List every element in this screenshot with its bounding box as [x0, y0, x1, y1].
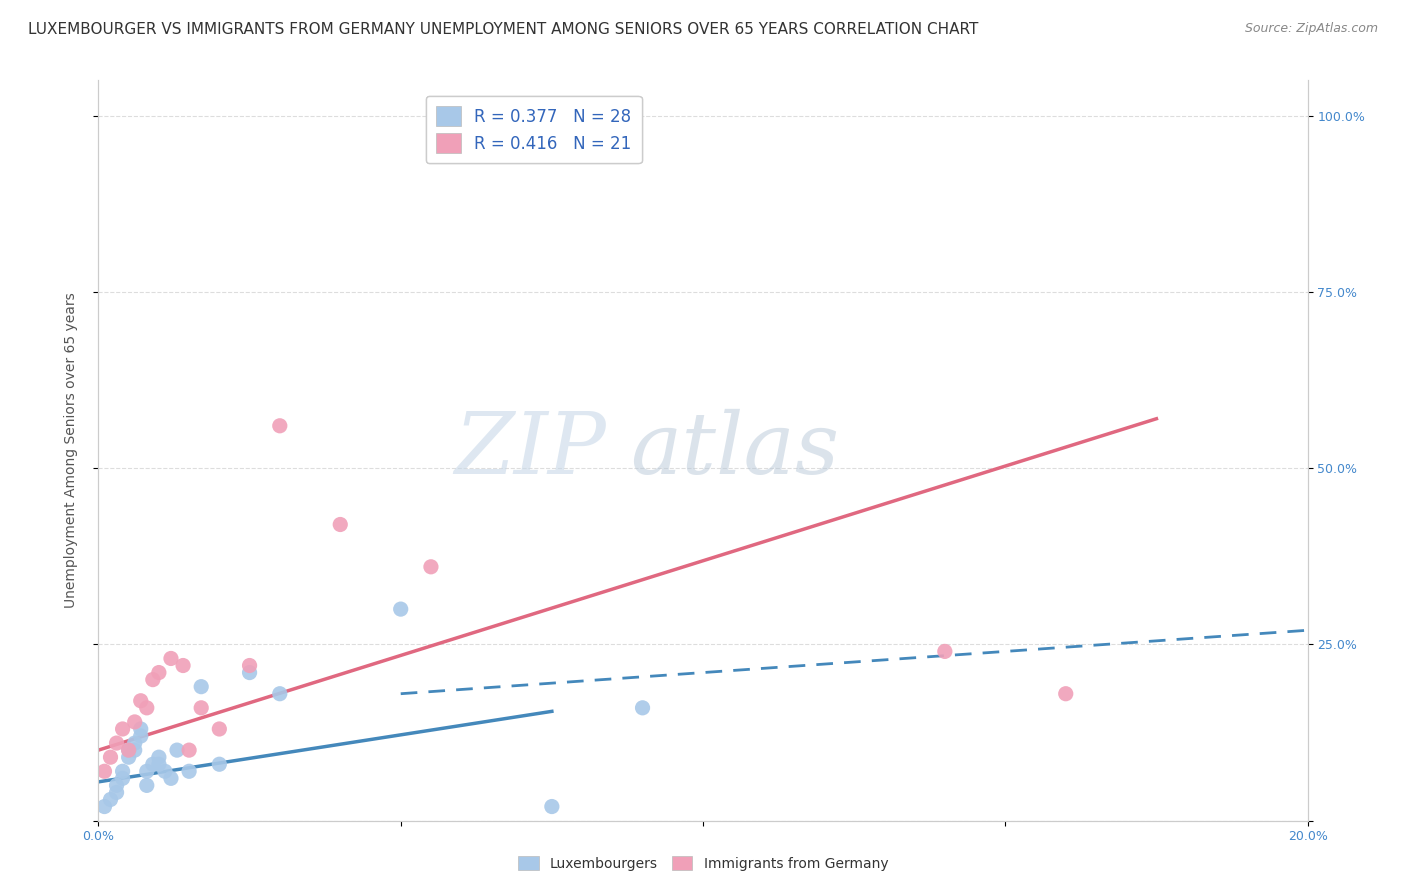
Point — [129, 694, 152, 708]
Point — [269, 418, 291, 433]
Point — [118, 743, 141, 757]
Point — [118, 750, 141, 764]
Point — [135, 701, 157, 715]
Point — [105, 785, 128, 799]
Point — [160, 772, 183, 786]
Text: atlas: atlas — [630, 409, 839, 491]
Point — [124, 736, 146, 750]
Point — [124, 714, 146, 729]
Point — [100, 750, 122, 764]
Point — [179, 764, 201, 779]
Point — [124, 743, 146, 757]
Point — [129, 722, 152, 736]
Y-axis label: Unemployment Among Seniors over 65 years: Unemployment Among Seniors over 65 years — [63, 293, 77, 608]
Point — [105, 736, 128, 750]
Text: Source: ZipAtlas.com: Source: ZipAtlas.com — [1244, 22, 1378, 36]
Point — [208, 722, 231, 736]
Point — [93, 764, 115, 779]
Point — [329, 517, 352, 532]
Point — [153, 764, 176, 779]
Point — [142, 757, 165, 772]
Point — [111, 772, 134, 786]
Point — [269, 687, 291, 701]
Point — [208, 757, 231, 772]
Point — [239, 658, 262, 673]
Point — [105, 778, 128, 792]
Point — [148, 757, 170, 772]
Point — [934, 644, 956, 658]
Legend: R = 0.377   N = 28, R = 0.416   N = 21: R = 0.377 N = 28, R = 0.416 N = 21 — [426, 96, 641, 163]
Point — [172, 658, 194, 673]
Point — [100, 792, 122, 806]
Point — [1054, 687, 1077, 701]
Point — [118, 743, 141, 757]
Point — [389, 602, 412, 616]
Text: LUXEMBOURGER VS IMMIGRANTS FROM GERMANY UNEMPLOYMENT AMONG SENIORS OVER 65 YEARS: LUXEMBOURGER VS IMMIGRANTS FROM GERMANY … — [28, 22, 979, 37]
Point — [420, 559, 443, 574]
Point — [190, 680, 212, 694]
Point — [129, 729, 152, 743]
Point — [135, 764, 157, 779]
Point — [142, 673, 165, 687]
Point — [540, 799, 562, 814]
Point — [166, 743, 188, 757]
Legend: Luxembourgers, Immigrants from Germany: Luxembourgers, Immigrants from Germany — [512, 850, 894, 876]
Point — [190, 701, 212, 715]
Point — [111, 764, 134, 779]
Point — [179, 743, 201, 757]
Point — [148, 665, 170, 680]
Text: ZIP: ZIP — [454, 409, 606, 491]
Point — [148, 750, 170, 764]
Point — [160, 651, 183, 665]
Point — [239, 665, 262, 680]
Point — [631, 701, 654, 715]
Point — [135, 778, 157, 792]
Point — [93, 799, 115, 814]
Point — [111, 722, 134, 736]
